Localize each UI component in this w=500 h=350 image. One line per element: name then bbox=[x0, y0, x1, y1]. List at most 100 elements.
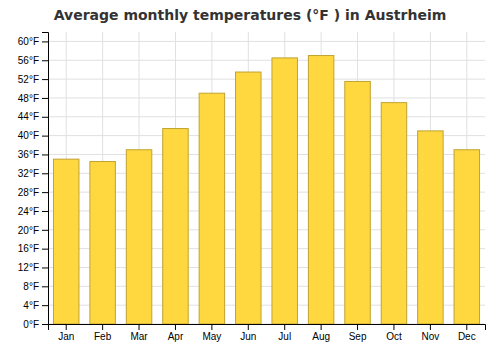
tick: 16°F bbox=[18, 243, 48, 254]
tick-mark bbox=[42, 211, 48, 212]
tick: Dec bbox=[458, 324, 476, 342]
tick-mark bbox=[139, 324, 140, 330]
tick: Apr bbox=[168, 324, 184, 342]
axis-line bbox=[42, 33, 49, 325]
bar bbox=[199, 93, 224, 324]
tick: 56°F bbox=[18, 55, 48, 66]
tick-label: Apr bbox=[168, 331, 184, 342]
bar bbox=[272, 58, 297, 324]
tick-mark bbox=[66, 324, 67, 330]
tick-label: May bbox=[202, 331, 221, 342]
bar bbox=[345, 81, 370, 324]
bar bbox=[454, 150, 479, 324]
tick-mark bbox=[284, 324, 285, 330]
tick-label: 12°F bbox=[18, 262, 39, 273]
tick-label: 56°F bbox=[18, 55, 39, 66]
tick: Oct bbox=[386, 324, 402, 342]
tick-label: 52°F bbox=[18, 74, 39, 85]
tick-label: Sep bbox=[349, 331, 367, 342]
grid-line bbox=[48, 97, 485, 98]
tick-label: 32°F bbox=[18, 168, 39, 179]
tick-label: 8°F bbox=[23, 281, 39, 292]
tick-mark bbox=[102, 324, 103, 330]
tick: Nov bbox=[421, 324, 439, 342]
tick-label: 20°F bbox=[18, 225, 39, 236]
tick-label: 36°F bbox=[18, 149, 39, 160]
tick-label: Aug bbox=[312, 331, 330, 342]
tick: 4°F bbox=[23, 300, 48, 311]
tick-mark bbox=[466, 324, 467, 330]
tick: 48°F bbox=[18, 93, 48, 104]
tick: 44°F bbox=[18, 111, 48, 122]
tick-mark bbox=[42, 286, 48, 287]
tick: 20°F bbox=[18, 225, 48, 236]
tick-mark bbox=[321, 324, 322, 330]
tick-mark bbox=[42, 154, 48, 155]
tick-mark bbox=[42, 249, 48, 250]
tick-label: Dec bbox=[458, 331, 476, 342]
tick: 12°F bbox=[18, 262, 48, 273]
grid-line bbox=[48, 41, 485, 42]
bar bbox=[418, 131, 443, 324]
y-axis: 0°F 4°F 8°F 12°F 16°F 20°F 24°F 28°F 32°F 36°F 40°… bbox=[18, 33, 49, 330]
bar bbox=[236, 72, 261, 324]
grid-line bbox=[48, 116, 485, 117]
tick-mark bbox=[248, 324, 249, 330]
tick-label: Feb bbox=[94, 331, 112, 342]
tick-label: Nov bbox=[421, 331, 439, 342]
axis-line bbox=[49, 325, 486, 331]
tick-mark bbox=[42, 98, 48, 99]
tick: 24°F bbox=[18, 206, 48, 217]
tick-label: 40°F bbox=[18, 130, 39, 141]
tick-mark bbox=[42, 230, 48, 231]
tick: 32°F bbox=[18, 168, 48, 179]
tick: 8°F bbox=[23, 281, 48, 292]
tick-mark bbox=[42, 192, 48, 193]
tick-label: 24°F bbox=[18, 206, 39, 217]
grid bbox=[48, 32, 485, 324]
tick: Mar bbox=[130, 324, 148, 342]
tick: Jul bbox=[278, 324, 291, 342]
tick-mark bbox=[393, 324, 394, 330]
tick: 0°F bbox=[23, 319, 48, 330]
tick-mark bbox=[42, 41, 48, 42]
tick: May bbox=[202, 324, 221, 342]
tick-label: 0°F bbox=[23, 319, 39, 330]
tick-label: Jul bbox=[278, 331, 291, 342]
tick: Jun bbox=[240, 324, 256, 342]
bar bbox=[53, 159, 78, 324]
tick-mark bbox=[42, 305, 48, 306]
tick-label: Oct bbox=[386, 331, 402, 342]
tick-mark bbox=[42, 267, 48, 268]
tick-mark bbox=[42, 324, 48, 325]
tick-mark bbox=[211, 324, 212, 330]
bar bbox=[308, 56, 333, 324]
tick-label: 4°F bbox=[23, 300, 39, 311]
tick: Feb bbox=[94, 324, 112, 342]
tick: 36°F bbox=[18, 149, 48, 160]
title: Average monthly temperatures (°F ) in Au… bbox=[54, 7, 447, 23]
tick-label: Jan bbox=[58, 331, 74, 342]
tick: 52°F bbox=[18, 74, 48, 85]
tick-mark bbox=[42, 136, 48, 137]
grid-line bbox=[48, 79, 485, 80]
chart: 0°F 4°F 8°F 12°F 16°F 20°F 24°F 28°F 32°F 36°F 40°… bbox=[0, 0, 500, 350]
tick: 28°F bbox=[18, 187, 48, 198]
tick-mark bbox=[42, 60, 48, 61]
tick-label: 60°F bbox=[18, 36, 39, 47]
tick-label: 16°F bbox=[18, 243, 39, 254]
bar bbox=[126, 150, 151, 324]
tick: Sep bbox=[349, 324, 367, 342]
tick-label: 48°F bbox=[18, 93, 39, 104]
tick-mark bbox=[42, 79, 48, 80]
x-axis: Jan Feb Mar Apr May Jun Jul Aug Sep Oct Nov Dec bbox=[49, 324, 486, 342]
tick-label: 28°F bbox=[18, 187, 39, 198]
plot: 0°F 4°F 8°F 12°F 16°F 20°F 24°F 28°F 32°F 36°F 40°… bbox=[18, 32, 486, 342]
tick-mark bbox=[42, 117, 48, 118]
tick-mark bbox=[357, 324, 358, 330]
tick-mark bbox=[430, 324, 431, 330]
grid-line bbox=[48, 60, 485, 61]
tick-label: 44°F bbox=[18, 111, 39, 122]
tick: Jan bbox=[58, 324, 74, 342]
tick: 40°F bbox=[18, 130, 48, 141]
